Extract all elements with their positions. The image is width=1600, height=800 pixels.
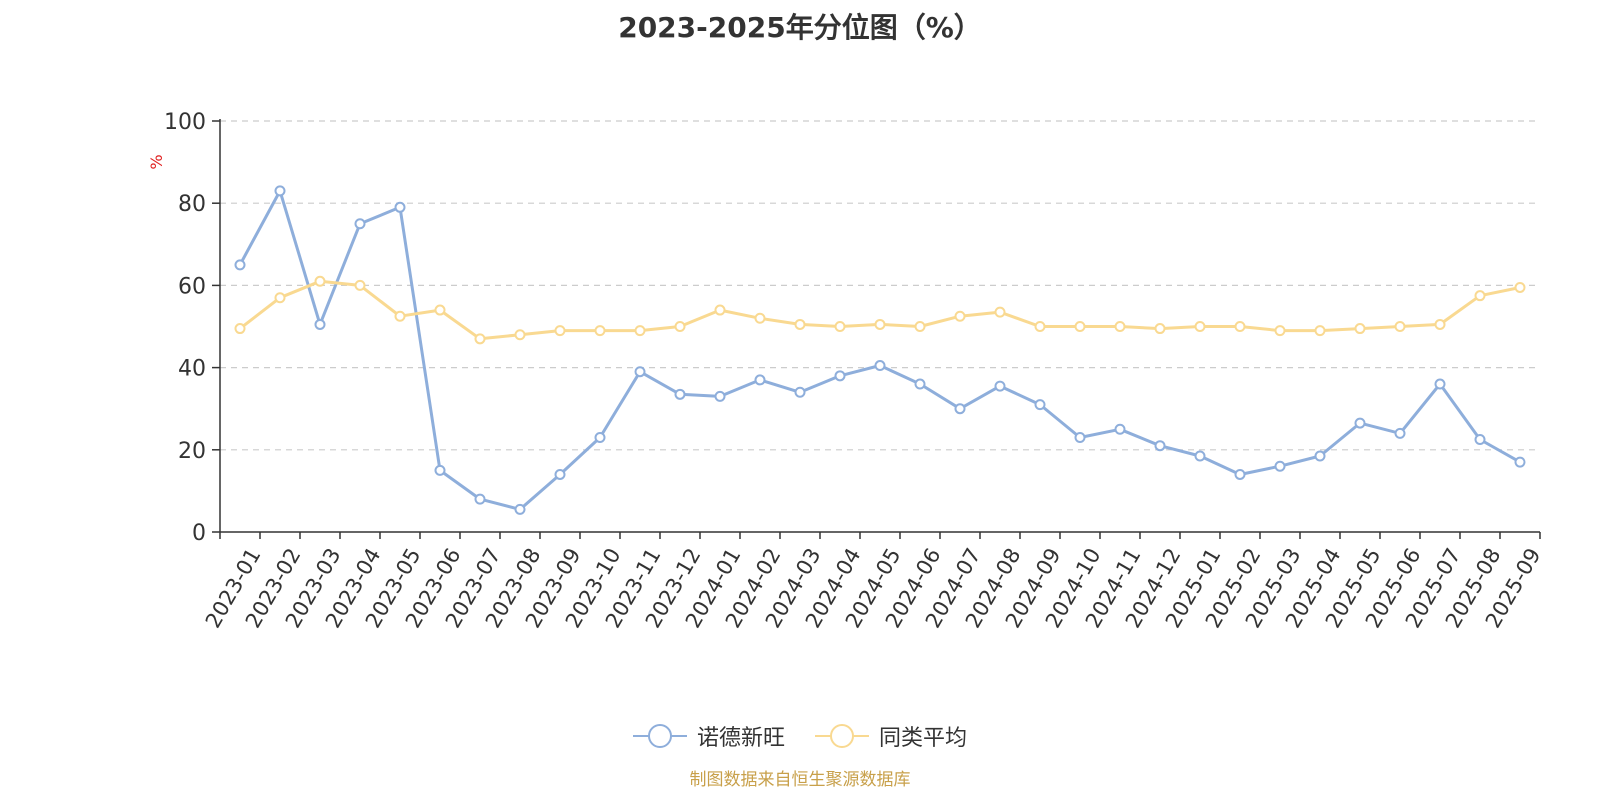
legend-item-series-1[interactable]: 同类平均 [815,720,967,752]
legend-line-circle-icon [632,723,687,749]
data-point [1034,321,1046,332]
data-point [714,390,726,402]
data-point [954,403,966,415]
data-point [714,304,726,316]
data-point [794,318,806,330]
data-point [1034,399,1046,411]
data-point [1434,378,1446,390]
legend-label: 诺德新旺 [696,726,785,751]
grid-lines [220,120,1540,451]
data-point [314,318,326,330]
data-point [234,259,246,271]
legend-label: 同类平均 [879,726,968,751]
series-line-1 [239,279,1521,341]
data-point [874,318,886,330]
data-point [274,292,286,304]
data-point [674,388,686,400]
data-point [634,325,646,337]
data-point [1434,318,1446,330]
data-point [514,503,526,515]
data-point [1274,460,1286,472]
data-point [1154,440,1166,452]
legend: 诺德新旺 同类平均 [0,720,1600,752]
data-point [1354,323,1366,335]
line-chart: 0204060801002023-012023-022023-032023-04… [147,110,1545,632]
data-point [594,431,606,443]
data-point [354,218,366,230]
data-point [834,321,846,332]
data-point [274,185,286,197]
data-point [1314,450,1326,462]
data-point [1234,321,1246,332]
data-point [1314,325,1326,337]
data-source-note: 制图数据来自恒生聚源数据库 [689,770,911,790]
data-point [1074,431,1086,443]
data-point [554,468,566,480]
y-tick-label: 80 [178,192,206,217]
data-point [394,201,406,213]
data-point [914,321,926,332]
y-tick-label: 40 [178,357,206,382]
data-point [874,360,886,372]
data-point [1194,321,1206,332]
data-point [1474,434,1486,446]
data-point [1194,450,1206,462]
data-point [1474,290,1486,302]
data-point [914,378,926,390]
data-point [514,329,526,341]
data-point [234,323,246,335]
series-lines [234,185,1526,515]
data-point [754,312,766,324]
data-point [834,370,846,382]
y-tick-label: 60 [178,274,206,299]
data-point [434,464,446,476]
data-point [1514,456,1526,468]
legend-line-circle-icon [815,723,869,749]
legend-item-series-0[interactable]: 诺德新旺 [632,720,785,752]
data-point [794,386,806,398]
data-point [1234,468,1246,480]
chart-title: 2023-2025年分位图（%） [618,11,982,44]
data-point [1154,323,1166,335]
data-point [994,306,1006,318]
data-point [1394,321,1406,332]
data-point [1514,281,1526,293]
y-tick-label: 20 [178,439,206,464]
y-tick-label: 0 [192,521,206,546]
data-point [434,304,446,316]
data-point [1074,321,1086,332]
data-point [554,325,566,337]
data-point [1274,325,1286,337]
data-point [634,366,646,378]
data-point [474,493,486,505]
data-point [674,321,686,332]
y-axis-label: % [147,154,166,169]
data-point [1114,423,1126,435]
data-point [474,333,486,345]
data-point [1114,321,1126,332]
data-point [394,310,406,322]
data-point [314,275,326,287]
data-point [594,325,606,337]
data-point [354,279,366,291]
y-tick-label: 100 [164,110,206,135]
data-point [1394,427,1406,439]
series-line-0 [238,189,1521,511]
data-point [1354,417,1366,429]
data-point [954,310,966,322]
data-point [754,374,766,386]
data-point [994,380,1006,392]
